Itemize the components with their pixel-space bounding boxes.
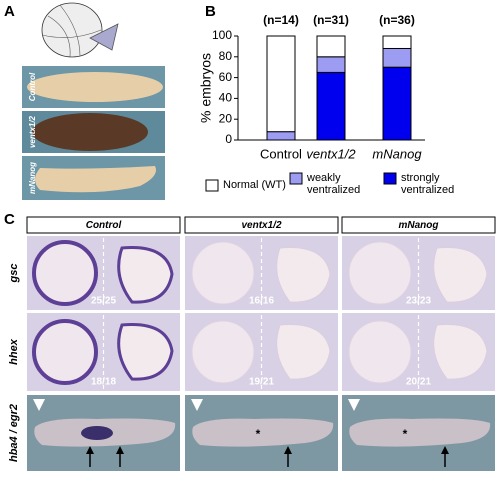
arrow-head: [284, 446, 292, 454]
bar-segment: [316, 56, 346, 73]
y-tick-label: 0: [225, 132, 232, 146]
asterisk: *: [403, 427, 408, 441]
x-tick-label: mNanog: [372, 146, 422, 161]
column-header: mNanog: [399, 220, 439, 231]
embryo: [191, 320, 255, 384]
embryo: [32, 113, 148, 151]
count-label: 20/21: [406, 377, 431, 388]
legend-swatch: [383, 172, 397, 185]
column-header: ventx1/2: [241, 220, 281, 231]
sketch-arrow: [89, 23, 119, 51]
legend-swatch: [205, 179, 219, 192]
arrow-head: [116, 446, 124, 454]
bar-segment: [382, 35, 412, 49]
arrow-head: [441, 446, 449, 454]
embryo: [117, 246, 174, 304]
arrowhead: [191, 399, 203, 411]
embryo: [32, 240, 98, 306]
row-label: Control: [28, 72, 37, 101]
embryo: [276, 247, 331, 303]
arrowhead: [348, 399, 360, 411]
count-label: 25/25: [91, 296, 116, 307]
embryo: [117, 323, 174, 381]
row-label: mNanog: [28, 162, 37, 194]
n-label: (n=36): [379, 13, 415, 27]
panel-letter: B: [205, 3, 216, 20]
n-label: (n=14): [263, 13, 299, 27]
y-tick-label: 40: [219, 91, 233, 105]
bar-segment: [382, 47, 412, 68]
row-label: hhex: [8, 338, 20, 365]
y-tick-label: 100: [212, 28, 232, 42]
x-tick-label: Control: [260, 146, 302, 161]
y-tick-label: 60: [219, 70, 233, 84]
bar-segment: [316, 35, 346, 58]
count-label: 16/16: [249, 296, 274, 307]
count-label: 18/18: [91, 377, 116, 388]
embryo: [433, 247, 488, 303]
bar-segment: [316, 71, 346, 141]
panel-letter: A: [4, 3, 15, 20]
column-header-box: [184, 216, 339, 234]
asterisk: *: [256, 427, 261, 441]
bar-segment: [266, 35, 296, 133]
x-tick-label: ventx1/2: [306, 146, 356, 161]
embryo: [433, 324, 488, 380]
y-tick-label: 80: [219, 49, 233, 63]
bar-segment: [382, 66, 412, 141]
sketch-embryo: [41, 2, 103, 58]
y-tick-label: 20: [219, 111, 233, 125]
embryo: [27, 72, 163, 102]
arrow-head: [86, 446, 94, 454]
embryo: [349, 418, 491, 447]
y-axis-label: % embryos: [198, 53, 214, 123]
n-label: (n=31): [313, 13, 349, 27]
embryo: [32, 319, 98, 385]
column-header: Control: [86, 220, 122, 231]
column-header-box: [341, 216, 496, 234]
legend-swatch: [289, 172, 303, 185]
legend-label: weakly ventralized: [307, 172, 361, 196]
column-header-box: [26, 216, 181, 234]
embryo: [348, 241, 412, 305]
embryo: [192, 418, 334, 447]
row-label: ventx1/2: [28, 115, 37, 148]
row-label: gsc: [8, 264, 20, 284]
embryo: [35, 166, 156, 193]
count-label: 19/21: [249, 377, 274, 388]
count-label: 23/23: [406, 296, 431, 307]
legend-label: Normal (WT): [223, 179, 286, 191]
row-label: hba4 / egr2: [8, 404, 20, 462]
legend-label: strongly ventralized: [401, 172, 455, 196]
embryo: [276, 324, 331, 380]
sketch-line: [41, 4, 102, 58]
stain: [81, 426, 113, 440]
bar-segment: [266, 131, 296, 141]
embryo: [348, 320, 412, 384]
embryo: [191, 241, 255, 305]
panel-letter: C: [4, 211, 15, 228]
arrowhead: [33, 399, 45, 411]
